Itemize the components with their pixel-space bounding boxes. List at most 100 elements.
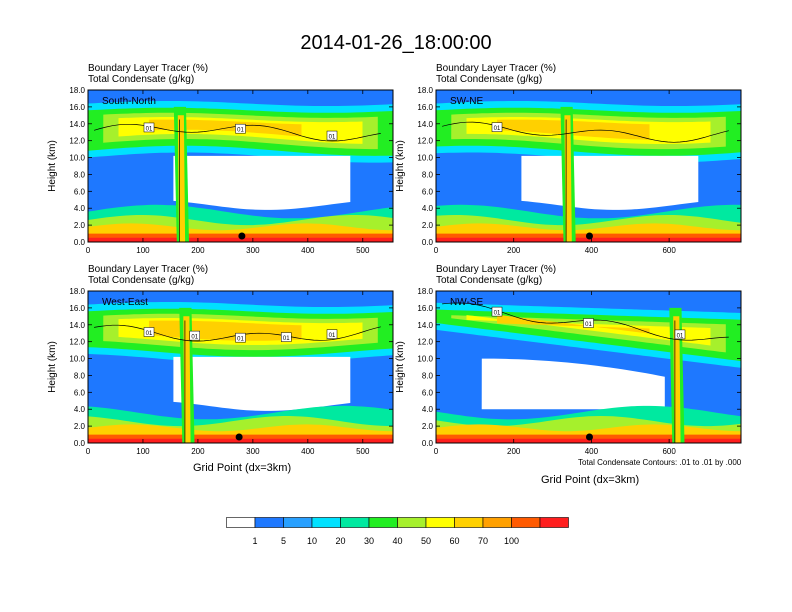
- plot-frame: [435, 89, 742, 243]
- plot-frame: [87, 89, 394, 243]
- y-tick-label: 10.0: [69, 355, 85, 364]
- y-tick-label: 6.0: [422, 187, 434, 196]
- x-tick-label: 400: [585, 246, 599, 255]
- condensate-band: [451, 315, 726, 353]
- figure-title: 2014-01-26_18:00:00: [300, 32, 492, 54]
- cross-section-label: West-East: [102, 297, 148, 308]
- condensate-band: [177, 115, 186, 242]
- y-tick-label: 12.0: [69, 137, 85, 146]
- y-tick-label: 0.0: [422, 238, 434, 247]
- contour-note: Total Condensate Contours: .01 to .01 by…: [578, 458, 742, 467]
- y-tick-label: 10.0: [417, 154, 433, 163]
- svg-text:01: 01: [283, 336, 290, 342]
- svg-text:01: 01: [677, 333, 684, 339]
- x-tick-label: 400: [301, 246, 315, 255]
- contour-label: 01: [491, 122, 503, 132]
- contour-label: 01: [583, 318, 594, 328]
- colorbar: 1 5 10 20 30 40 50 60 70 100: [226, 517, 569, 546]
- condensate-band: [173, 356, 351, 411]
- x-tick-label: 100: [136, 246, 150, 255]
- colorbar-swatch: [368, 517, 398, 528]
- y-tick-label: 8.0: [422, 371, 434, 380]
- svg-text:01: 01: [191, 335, 198, 341]
- y-tick-label: 14.0: [417, 120, 433, 129]
- colorbar-swatch: [254, 517, 284, 528]
- y-tick-label: 4.0: [422, 204, 434, 213]
- panel-title-tracer: Boundary Layer Tracer (%): [436, 264, 557, 275]
- x-tick-label: 0: [434, 246, 439, 255]
- colorbar-label: 70: [478, 536, 488, 546]
- panel-title-condensate: Total Condensate (g/kg): [88, 74, 195, 85]
- contour-label: 01: [143, 122, 155, 132]
- y-tick-label: 16.0: [417, 103, 433, 112]
- x-tick-label: 500: [356, 447, 370, 456]
- condensate-band: [466, 315, 711, 346]
- colorbar-label: 100: [504, 536, 519, 546]
- colorbar-label: 60: [449, 536, 459, 546]
- panel-title-condensate: Total Condensate (g/kg): [436, 74, 543, 85]
- condensate-band: [564, 115, 572, 242]
- colorbar-swatch: [397, 517, 427, 528]
- svg-text:01: 01: [146, 126, 153, 132]
- plot-west-east: 01 01 01 01 01 West-East 0.0 2.0 4.0 6.0 8.0 10.0 12…: [47, 287, 394, 456]
- condensate-band: [481, 358, 665, 410]
- y-tick-label: 18.0: [69, 86, 85, 95]
- y-tick-label: 14.0: [69, 120, 85, 129]
- cross-section-label: SW-NE: [450, 96, 483, 107]
- contour-label: 01: [326, 329, 338, 339]
- y-axis-label: Height (km): [47, 140, 58, 192]
- x-axis-label-left: Grid Point (dx=3km): [193, 462, 292, 474]
- contour-label: 01: [189, 330, 200, 341]
- plot-sw-ne: 01 SW-NE 0.0 2.0 4.0 6.0 8.0 10.0 12.0 14.0 16.0 18…: [395, 86, 742, 255]
- condensate-band: [88, 438, 393, 443]
- x-tick-label: 200: [191, 246, 205, 255]
- x-tick-label: 200: [191, 447, 205, 456]
- y-tick-label: 6.0: [74, 388, 86, 397]
- y-tick-label: 2.0: [422, 422, 434, 431]
- y-tick-label: 8.0: [74, 371, 86, 380]
- plot-frame: [87, 290, 394, 444]
- y-axis-label: Height (km): [47, 341, 58, 393]
- plot-frame: [435, 290, 742, 444]
- svg-text:01: 01: [146, 331, 153, 337]
- plot-field: [88, 90, 393, 242]
- y-tick-label: 14.0: [417, 321, 433, 330]
- plot-nw-se: 01 01 01 NW-SE 0.0 2.0 4.0 6.0 8.0 10.0 12.0 14.0 16…: [395, 287, 742, 456]
- panel-title-condensate: Total Condensate (g/kg): [88, 275, 195, 286]
- y-tick-label: 16.0: [417, 304, 433, 313]
- colorbar-swatch: [454, 517, 484, 528]
- svg-text:01: 01: [494, 126, 501, 132]
- location-marker: [585, 433, 593, 441]
- location-marker: [585, 232, 593, 240]
- colorbar-label: 50: [421, 536, 431, 546]
- location-marker: [238, 232, 246, 240]
- y-tick-label: 2.0: [422, 221, 434, 230]
- y-tick-label: 0.0: [74, 439, 86, 448]
- y-tick-label: 18.0: [417, 287, 433, 296]
- panel-sw-ne: Boundary Layer Tracer (%) Total Condensa…: [389, 62, 742, 272]
- cross-section-label: NW-SE: [450, 297, 483, 308]
- svg-text:01: 01: [237, 337, 244, 343]
- x-tick-label: 400: [585, 447, 599, 456]
- y-tick-label: 4.0: [422, 405, 434, 414]
- y-tick-label: 18.0: [69, 287, 85, 296]
- condensate-band: [173, 155, 351, 210]
- panel-title-tracer: Boundary Layer Tracer (%): [88, 63, 209, 74]
- contour-label: 01: [674, 329, 686, 339]
- contour-label: 01: [281, 332, 292, 342]
- colorbar-swatch: [539, 517, 569, 528]
- x-tick-label: 300: [246, 246, 260, 255]
- condensate-band: [88, 237, 393, 242]
- colorbar-swatch: [340, 517, 370, 528]
- y-tick-label: 2.0: [74, 422, 86, 431]
- svg-text:01: 01: [329, 135, 336, 141]
- colorbar-swatch: [482, 517, 512, 528]
- y-tick-label: 12.0: [417, 137, 433, 146]
- plot-field: [88, 291, 393, 443]
- svg-text:01: 01: [237, 128, 244, 134]
- contour-label: 01: [235, 332, 246, 343]
- x-tick-label: 0: [86, 246, 91, 255]
- svg-text:01: 01: [494, 311, 501, 317]
- x-tick-label: 300: [246, 447, 260, 456]
- y-tick-label: 0.0: [422, 439, 434, 448]
